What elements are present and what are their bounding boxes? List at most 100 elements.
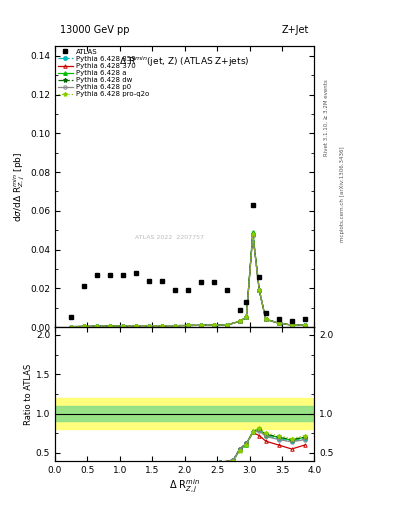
Pythia 6.428 359 [95,323,99,329]
Pythia 6.428 359 [250,231,255,237]
Pythia 6.428 p0 [211,322,216,328]
Pythia 6.428 a [108,323,112,329]
Pythia 6.428 a [289,322,294,328]
Pythia 6.428 359 [211,322,216,328]
Pythia 6.428 a [257,287,262,293]
ATLAS [121,272,125,278]
Pythia 6.428 359 [160,323,164,329]
Pythia 6.428 359 [257,287,262,293]
Pythia 6.428 pro-q2o [244,314,249,321]
Pythia 6.428 p0 [244,314,249,321]
Line: ATLAS: ATLAS [69,203,307,324]
ATLAS [134,270,138,276]
Pythia 6.428 pro-q2o [147,323,151,329]
Pythia 6.428 dw [147,323,151,329]
Pythia 6.428 dw [185,323,190,329]
Pythia 6.428 dw [244,314,249,321]
Pythia 6.428 p0 [250,233,255,239]
ATLAS [263,310,268,316]
Pythia 6.428 359 [121,323,125,329]
Pythia 6.428 pro-q2o [237,318,242,324]
Text: Rivet 3.1.10, ≥ 3.2M events: Rivet 3.1.10, ≥ 3.2M events [324,79,329,156]
Pythia 6.428 370 [173,323,177,329]
Pythia 6.428 370 [147,323,151,329]
Pythia 6.428 359 [198,322,203,328]
Line: Pythia 6.428 a: Pythia 6.428 a [70,230,307,328]
Pythia 6.428 p0 [302,322,307,328]
Pythia 6.428 a [82,324,86,330]
Pythia 6.428 359 [263,316,268,323]
Pythia 6.428 pro-q2o [289,322,294,328]
Pythia 6.428 p0 [173,323,177,329]
Pythia 6.428 370 [257,287,262,293]
Pythia 6.428 a [69,324,73,330]
Pythia 6.428 359 [108,323,112,329]
Pythia 6.428 dw [82,324,86,330]
Pythia 6.428 pro-q2o [302,322,307,328]
Pythia 6.428 dw [173,323,177,329]
Pythia 6.428 370 [244,314,249,321]
Pythia 6.428 370 [263,316,268,323]
Pythia 6.428 dw [69,324,73,330]
Pythia 6.428 a [173,323,177,329]
Pythia 6.428 p0 [237,318,242,324]
Pythia 6.428 p0 [147,323,151,329]
Pythia 6.428 a [302,322,307,328]
Pythia 6.428 pro-q2o [121,323,125,329]
Pythia 6.428 359 [244,314,249,321]
Pythia 6.428 359 [147,323,151,329]
Pythia 6.428 p0 [108,323,112,329]
Pythia 6.428 a [211,322,216,328]
Pythia 6.428 a [198,322,203,328]
Pythia 6.428 pro-q2o [250,231,255,237]
Pythia 6.428 370 [95,323,99,329]
Pythia 6.428 370 [134,323,138,329]
Pythia 6.428 370 [108,323,112,329]
Pythia 6.428 a [276,320,281,326]
Pythia 6.428 a [263,316,268,323]
ATLAS [95,272,99,278]
Line: Pythia 6.428 pro-q2o: Pythia 6.428 pro-q2o [69,232,307,329]
Pythia 6.428 p0 [69,324,73,330]
Pythia 6.428 pro-q2o [160,323,164,329]
Text: 13000 GeV pp: 13000 GeV pp [60,25,130,35]
Pythia 6.428 pro-q2o [173,323,177,329]
Pythia 6.428 370 [289,322,294,328]
Pythia 6.428 pro-q2o [224,322,229,328]
Pythia 6.428 359 [276,320,281,326]
Legend: ATLAS, Pythia 6.428 359, Pythia 6.428 370, Pythia 6.428 a, Pythia 6.428 dw, Pyth: ATLAS, Pythia 6.428 359, Pythia 6.428 37… [57,48,151,98]
Line: Pythia 6.428 dw: Pythia 6.428 dw [69,232,307,329]
ATLAS [69,314,73,321]
Pythia 6.428 a [121,323,125,329]
Pythia 6.428 pro-q2o [134,323,138,329]
ATLAS [185,287,190,293]
ATLAS [108,272,112,278]
Pythia 6.428 dw [237,318,242,324]
Pythia 6.428 370 [224,322,229,328]
Pythia 6.428 a [244,314,249,321]
Pythia 6.428 pro-q2o [108,323,112,329]
Pythia 6.428 p0 [160,323,164,329]
Pythia 6.428 pro-q2o [82,324,86,330]
Pythia 6.428 p0 [82,324,86,330]
ATLAS [250,202,255,208]
Pythia 6.428 370 [185,323,190,329]
Pythia 6.428 p0 [185,323,190,329]
Pythia 6.428 370 [276,320,281,326]
Pythia 6.428 dw [250,231,255,237]
Pythia 6.428 a [250,229,255,235]
Pythia 6.428 p0 [276,320,281,326]
Pythia 6.428 a [95,323,99,329]
ATLAS [302,316,307,323]
ATLAS [198,280,203,286]
Pythia 6.428 370 [302,322,307,328]
ATLAS [147,278,151,284]
ATLAS [244,299,249,305]
Pythia 6.428 a [160,323,164,329]
Pythia 6.428 370 [69,324,73,330]
Pythia 6.428 370 [82,324,86,330]
Text: Z+Jet: Z+Jet [282,25,309,35]
Pythia 6.428 370 [160,323,164,329]
Pythia 6.428 p0 [263,316,268,323]
Pythia 6.428 dw [276,320,281,326]
